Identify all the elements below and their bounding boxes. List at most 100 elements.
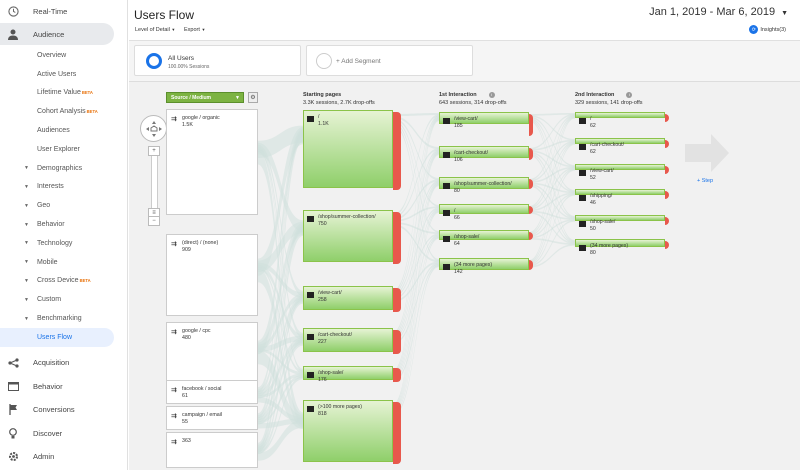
acquisition-icon — [7, 357, 19, 369]
dropoff-bar[interactable] — [529, 148, 533, 160]
flow-link — [393, 235, 439, 380]
dropoff-bar[interactable] — [393, 288, 401, 312]
flow-link — [393, 179, 439, 221]
sidebar-item-behavior[interactable]: ▼ Behavior — [0, 215, 127, 234]
column-title: 1st Interaction — [439, 92, 477, 98]
page-node[interactable]: /view-cart/52 — [575, 164, 665, 181]
page-node[interactable]: /cart-checkout/106 — [439, 146, 529, 163]
nav-discover[interactable]: Discover — [0, 421, 127, 445]
source-node[interactable]: ⇉ 363 — [166, 432, 258, 468]
sidebar-item-benchmarking[interactable]: ▼ Benchmarking — [0, 309, 127, 328]
page-node[interactable]: /cart-checkout/62 — [575, 138, 665, 155]
page-node[interactable]: /shop/summer-collection/80 — [439, 177, 529, 194]
dropoff-bar[interactable] — [393, 368, 401, 382]
page-node[interactable]: /view-cart/185 — [439, 112, 529, 129]
date-range-picker[interactable]: Jan 1, 2019 - Mar 6, 2019 ▼ — [649, 6, 788, 18]
sidebar-item-custom[interactable]: ▼ Custom — [0, 290, 127, 309]
page-node[interactable]: /66 — [439, 204, 529, 221]
users-flow-canvas[interactable]: Source / Medium ▼ ⚙ + ≡ − ⇉ google / organ… — [129, 82, 800, 470]
sidebar-item-demographics[interactable]: ▼ Demographics — [0, 159, 127, 178]
page-node[interactable]: (34 more pages) 142 — [439, 258, 529, 275]
dimension-settings-gear-icon[interactable]: ⚙ — [248, 92, 258, 103]
dropoff-bar[interactable] — [393, 212, 401, 264]
sidebar-item-technology[interactable]: ▼ Technology — [0, 234, 127, 253]
dropoff-bar[interactable] — [665, 166, 669, 174]
info-icon[interactable]: i — [488, 92, 495, 98]
pan-control-icon[interactable] — [140, 115, 167, 142]
source-node[interactable]: ⇉ facebook / social 61 — [166, 380, 258, 404]
page-table-icon — [443, 264, 450, 270]
source-node[interactable]: ⇉ google / organic 1.5K — [166, 109, 258, 215]
dropoff-bar[interactable] — [665, 140, 669, 148]
sidebar-item-cross-device[interactable]: ▼ Cross Device BETA — [0, 272, 127, 291]
dropoff-bar[interactable] — [665, 241, 669, 249]
sidebar-item-cohort-analysis[interactable]: Cohort Analysis BETA — [0, 102, 127, 121]
page-node[interactable]: (>100 more pages) 818 — [303, 400, 393, 462]
nav-admin[interactable]: Admin — [0, 445, 127, 469]
flow-link — [529, 152, 575, 219]
sidebar-item-interests[interactable]: ▼ Interests — [0, 178, 127, 197]
flow-link — [393, 263, 439, 383]
nav-realtime[interactable]: Real-Time — [0, 0, 127, 22]
page-node[interactable]: /62 — [575, 112, 665, 129]
page-node[interactable]: /cart-checkout/227 — [303, 328, 393, 352]
page-node[interactable]: /shipping/46 — [575, 189, 665, 206]
dropoff-bar[interactable] — [529, 114, 533, 136]
add-segment-button[interactable]: + Add Segment — [306, 45, 473, 76]
sidebar-item-user-explorer[interactable]: User Explorer — [0, 140, 127, 159]
segment-all-users[interactable]: All Users 100.00% Sessions — [134, 45, 301, 76]
dropoff-bar[interactable] — [393, 402, 401, 464]
sidebar-item-geo[interactable]: ▼ Geo — [0, 196, 127, 215]
flow-link — [258, 338, 303, 425]
nav-acquisition[interactable]: Acquisition — [0, 351, 127, 375]
flow-link — [393, 115, 439, 293]
flow-link — [258, 337, 303, 399]
page-node[interactable]: /1.1K — [303, 110, 393, 188]
nav-conversions[interactable]: Conversions — [0, 398, 127, 422]
source-node[interactable]: ⇉ google / cpc 480 — [166, 322, 258, 384]
segment-share: 100.00% Sessions — [168, 64, 210, 70]
page-sessions: 142 — [454, 268, 463, 275]
add-step-button[interactable]: + Step — [697, 178, 714, 184]
flow-link — [258, 262, 303, 298]
dropoff-bar[interactable] — [665, 114, 669, 122]
dropoff-bar[interactable] — [529, 260, 533, 270]
info-icon[interactable]: i — [626, 92, 633, 98]
page-node[interactable]: /view-cart/258 — [303, 286, 393, 310]
sidebar-item-mobile[interactable]: ▼ Mobile — [0, 253, 127, 272]
page-node[interactable]: /shop/summer-collection/750 — [303, 210, 393, 262]
page-node-label: /shop-sale/176 — [318, 370, 343, 383]
flow-link — [393, 233, 439, 300]
dimension-select[interactable]: Source / Medium ▼ — [166, 92, 244, 103]
dropoff-bar[interactable] — [393, 112, 401, 190]
page-name: /shop-sale/ — [590, 219, 616, 225]
page-node[interactable]: /shop-sale/176 — [303, 366, 393, 383]
source-node[interactable]: ⇉ (direct) / (none) 909 — [166, 234, 258, 316]
sidebar-item-audiences[interactable]: Audiences — [0, 121, 127, 140]
zoom-out-button[interactable]: − — [148, 216, 160, 226]
source-node[interactable]: ⇉ campaign / email 55 — [166, 406, 258, 430]
dropoff-bar[interactable] — [529, 179, 533, 189]
sidebar-item-label: Overview — [37, 51, 67, 59]
sidebar-item-active-users[interactable]: Active Users — [0, 65, 127, 84]
nav-audience[interactable]: Audience — [0, 23, 114, 45]
level-of-detail-menu[interactable]: Level of Detail ▼ — [135, 27, 175, 33]
sidebar-item-users-flow[interactable]: Users Flow — [0, 327, 114, 347]
dropoff-bar[interactable] — [529, 232, 533, 240]
dropoff-bar[interactable] — [393, 330, 401, 354]
flow-link — [529, 117, 575, 262]
nav-behavior[interactable]: Behavior — [0, 374, 127, 398]
page-node[interactable]: (34 more pages) 80 — [575, 239, 665, 256]
page-node[interactable]: /shop-sale/64 — [439, 230, 529, 247]
column-title: Starting pages — [303, 92, 342, 98]
zoom-in-button[interactable]: + — [148, 146, 160, 156]
page-node[interactable]: /shop-sale/50 — [575, 215, 665, 232]
sidebar-item-label: Cohort Analysis — [37, 108, 86, 116]
sidebar-item-overview[interactable]: Overview — [0, 46, 127, 65]
export-menu[interactable]: Export ▼ — [184, 27, 205, 33]
dropoff-bar[interactable] — [665, 191, 669, 199]
sidebar-item-lifetime-value[interactable]: Lifetime Value BETA — [0, 84, 127, 103]
dropoff-bar[interactable] — [529, 206, 533, 214]
insights-button[interactable]: ⟳ Insights(3) — [749, 25, 786, 34]
dropoff-bar[interactable] — [665, 217, 669, 225]
